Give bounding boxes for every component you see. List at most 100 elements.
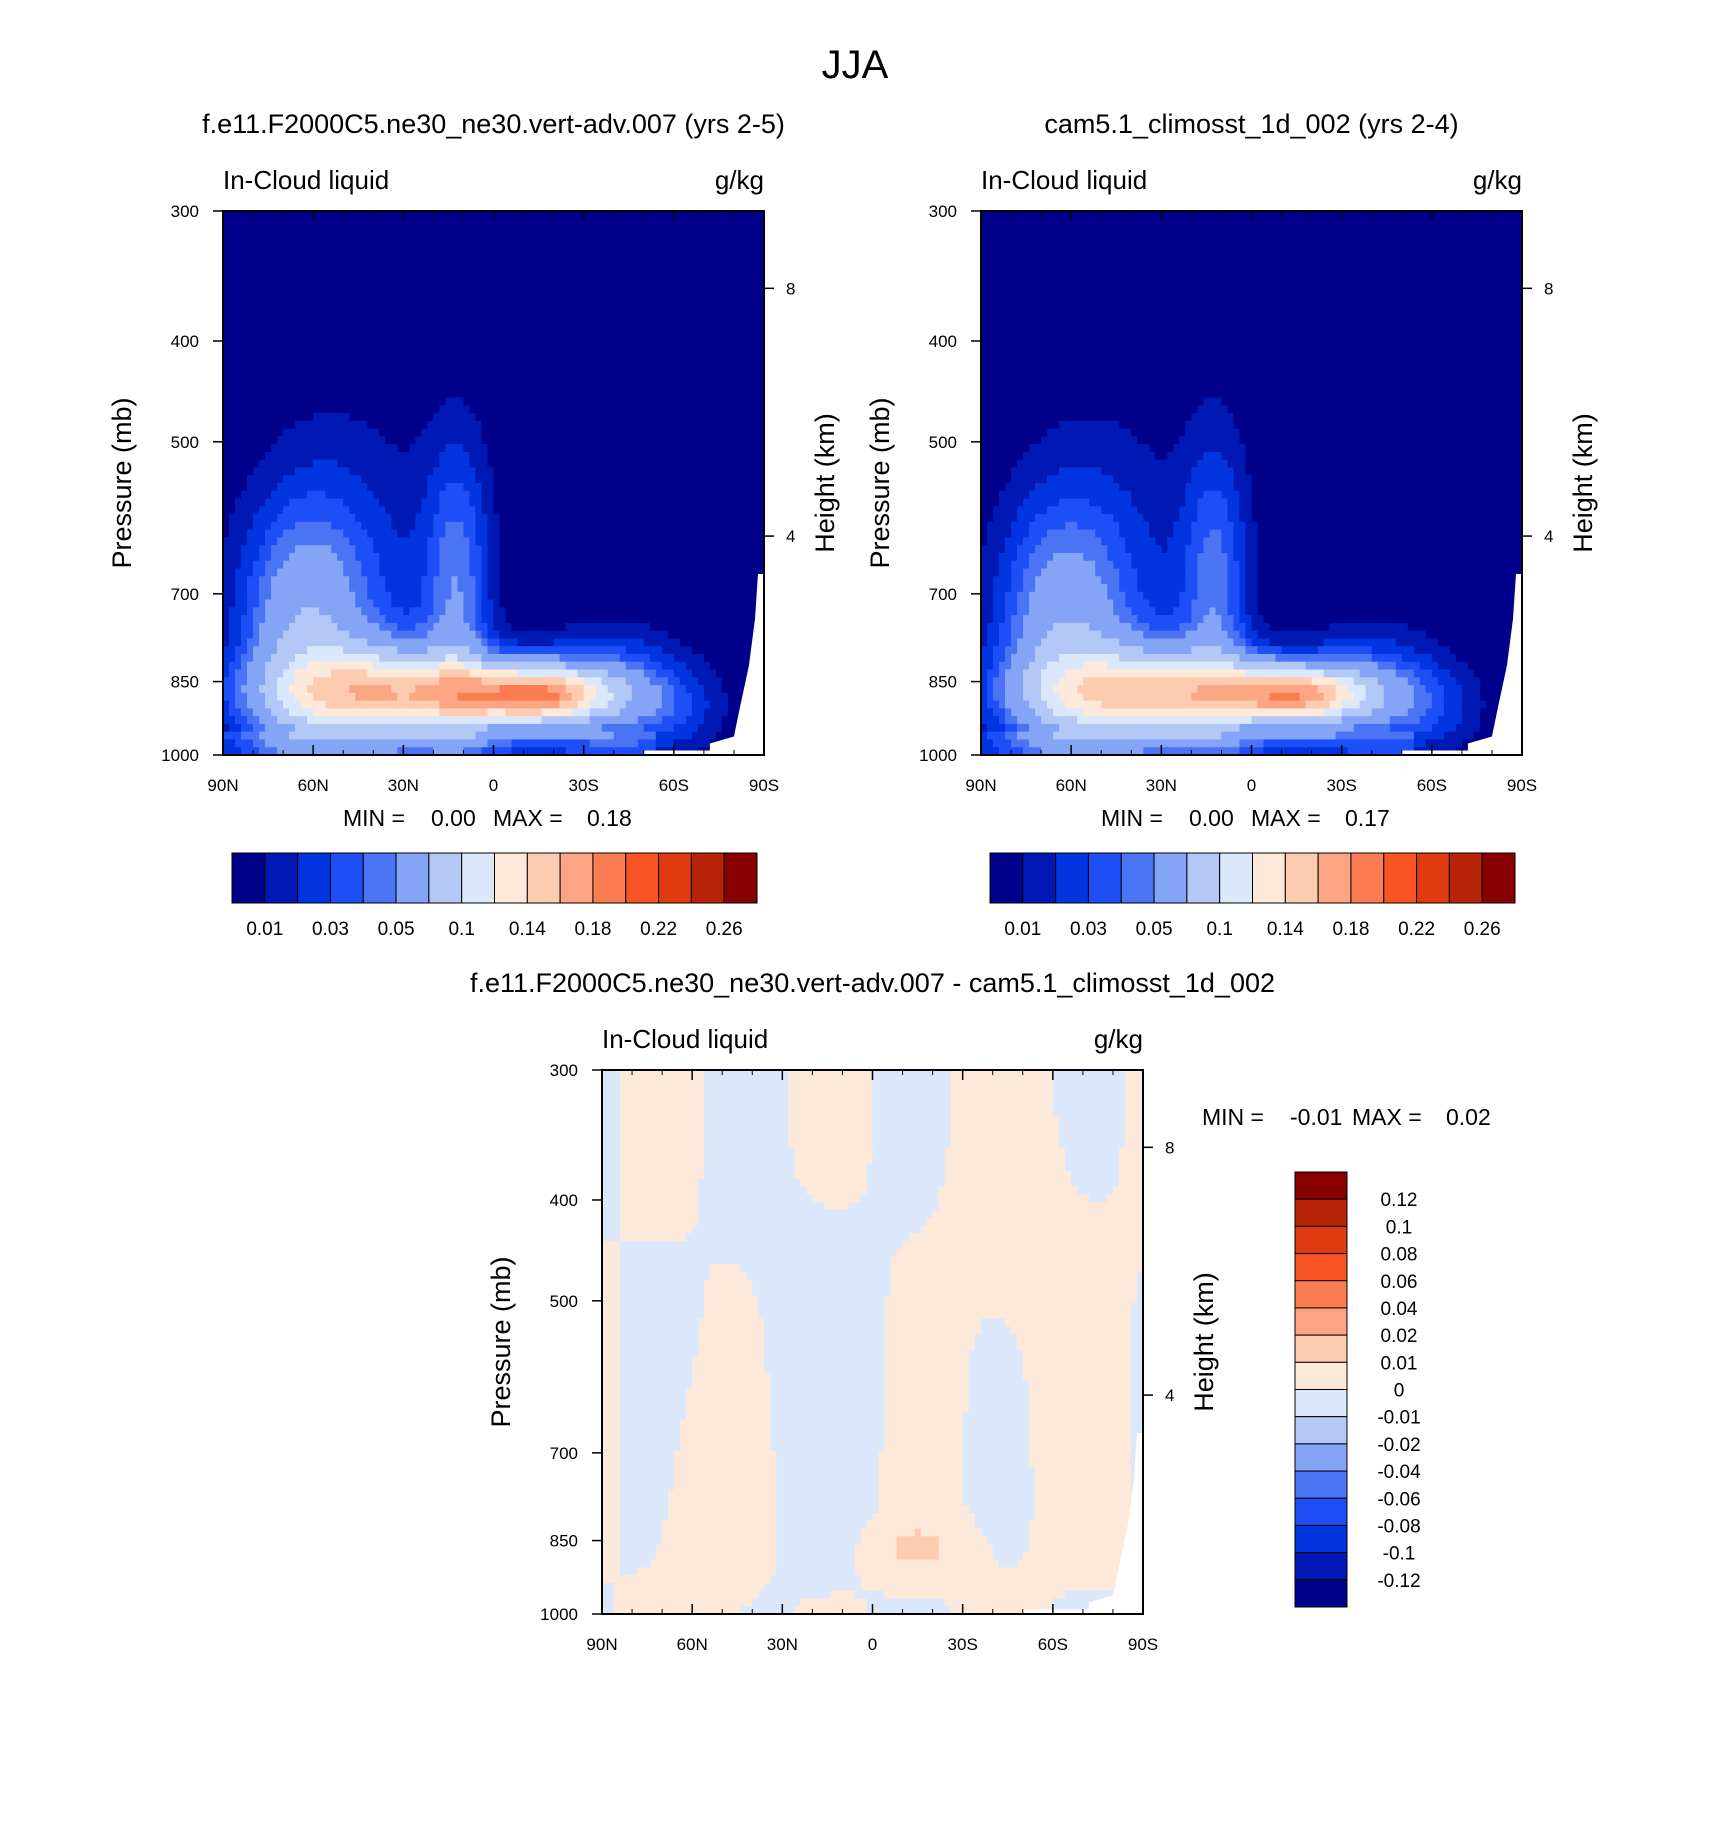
field-cell xyxy=(271,622,278,632)
field-cell xyxy=(637,576,645,585)
field-cell xyxy=(289,358,296,368)
field-cell xyxy=(343,343,350,352)
field-cell xyxy=(475,413,483,422)
field-cell xyxy=(481,552,489,562)
field-cell xyxy=(601,420,609,430)
field-cell xyxy=(415,257,422,266)
field-cell xyxy=(595,451,603,461)
field-cell xyxy=(445,552,453,562)
field-cell xyxy=(535,413,543,422)
field-cell xyxy=(565,343,573,352)
field-cell xyxy=(397,234,404,243)
field-cell xyxy=(349,459,356,469)
field-cell xyxy=(259,319,266,329)
field-cell xyxy=(715,521,723,531)
field-cell xyxy=(673,591,681,601)
field-cell xyxy=(505,475,513,484)
field-cell xyxy=(379,265,386,274)
field-cell xyxy=(409,249,416,259)
field-cell xyxy=(631,381,639,391)
field-cell xyxy=(685,490,693,500)
field-cell xyxy=(589,552,597,562)
field-cell xyxy=(253,405,260,414)
field-cell xyxy=(331,444,338,453)
field-cell xyxy=(391,514,398,523)
field-cell xyxy=(559,397,567,406)
field-cell xyxy=(739,622,747,632)
field-cell xyxy=(751,498,759,507)
field-cell xyxy=(691,436,699,445)
field-cell xyxy=(529,514,537,523)
field-cell xyxy=(487,420,495,430)
field-cell xyxy=(331,436,338,445)
field-cell xyxy=(715,436,723,445)
field-cell xyxy=(667,428,675,437)
field-cell xyxy=(289,234,296,243)
field-cell xyxy=(703,529,711,538)
field-cell xyxy=(373,475,380,484)
field-cell xyxy=(553,366,561,375)
field-cell xyxy=(739,420,747,430)
field-cell xyxy=(643,381,651,391)
field-cell xyxy=(451,607,459,616)
field-cell xyxy=(691,389,699,399)
field-cell xyxy=(577,249,585,259)
field-cell xyxy=(697,607,705,616)
field-cell xyxy=(601,296,609,305)
field-cell xyxy=(739,312,747,321)
field-cell xyxy=(409,218,416,228)
field-cell xyxy=(661,490,669,500)
field-cell xyxy=(631,552,639,562)
field-cell xyxy=(277,591,284,601)
field-cell xyxy=(331,211,338,220)
field-cell xyxy=(619,521,627,531)
field-cell xyxy=(361,591,368,601)
field-cell xyxy=(301,537,308,546)
field-cell xyxy=(439,335,447,344)
field-cell xyxy=(601,591,609,601)
field-cell xyxy=(523,312,531,321)
field-cell xyxy=(409,327,416,336)
field-cell xyxy=(283,335,290,344)
field-cell xyxy=(721,312,729,321)
field-cell xyxy=(397,242,404,251)
field-cell xyxy=(439,607,447,616)
field-cell xyxy=(709,630,717,640)
field-cell xyxy=(661,599,669,608)
field-cell xyxy=(421,327,428,336)
field-cell xyxy=(601,459,609,469)
field-cell xyxy=(427,420,434,430)
field-cell xyxy=(439,545,447,554)
field-cell xyxy=(391,545,398,554)
field-cell xyxy=(301,428,308,437)
field-cell xyxy=(445,444,453,453)
field-cell xyxy=(517,459,525,469)
field-cell xyxy=(505,413,513,422)
field-cell xyxy=(283,537,290,546)
field-cell xyxy=(523,242,531,251)
field-cell xyxy=(703,257,711,266)
field-cell xyxy=(595,591,603,601)
field-cell xyxy=(451,234,459,243)
field-cell xyxy=(427,257,434,266)
field-cell xyxy=(493,358,501,368)
field-cell xyxy=(355,591,362,601)
field-cell xyxy=(571,405,579,414)
field-cell xyxy=(589,599,597,608)
field-cell xyxy=(481,584,489,593)
field-cell xyxy=(613,288,621,298)
field-cell xyxy=(595,521,603,531)
field-cell xyxy=(493,327,501,336)
field-cell xyxy=(649,327,657,336)
field-cell xyxy=(295,459,302,469)
field-cell xyxy=(703,242,711,251)
field-cell xyxy=(685,514,693,523)
field-cell xyxy=(703,327,711,336)
field-cell xyxy=(229,211,236,220)
field-cell xyxy=(667,280,675,290)
field-cell xyxy=(673,622,681,632)
field-cell xyxy=(529,397,537,406)
field-cell xyxy=(523,288,531,298)
field-cell xyxy=(649,358,657,368)
field-cell xyxy=(355,467,362,476)
